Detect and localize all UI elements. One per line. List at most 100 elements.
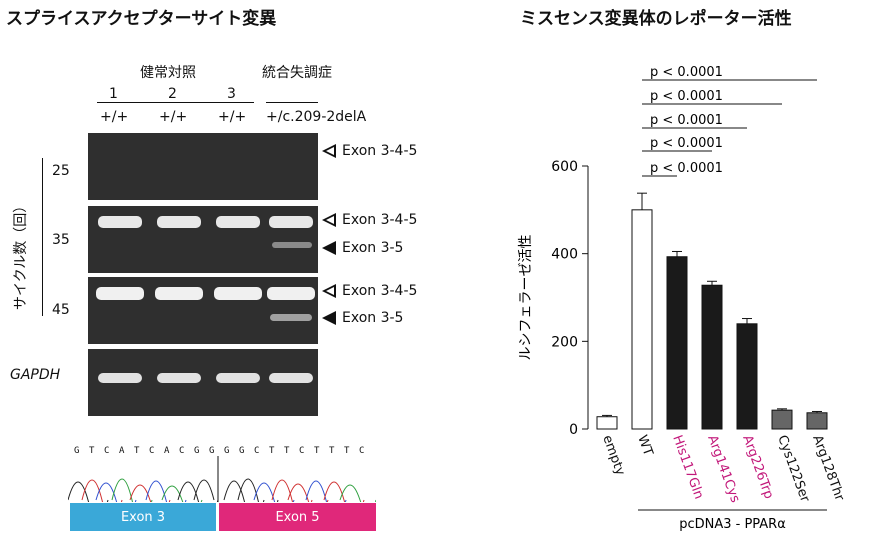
significance-label: p < 0.0001 (650, 161, 723, 176)
sequence-base: T (269, 446, 275, 456)
sequence-base: G (209, 446, 215, 456)
exon5-box: Exon 5 (219, 503, 376, 531)
gel-band (155, 287, 203, 300)
cycle-45: 45 (52, 302, 70, 318)
x-tick-label: Cys122Ser (774, 433, 812, 504)
arrow-exon345-25: Exon 3-4-5 (322, 143, 417, 159)
left-panel-title: スプライスアクセプターサイト変異 (6, 9, 277, 29)
bar-WT (631, 209, 653, 430)
gel-band (157, 373, 201, 383)
gel-45-cycles (88, 277, 318, 344)
sequence-base: T (89, 446, 95, 456)
sequence-base: C (299, 446, 305, 456)
sequence-base: A (119, 446, 125, 456)
cycle-25: 25 (52, 163, 70, 179)
sequence-base: G (239, 446, 245, 456)
bar-Cys122Ser (771, 409, 793, 430)
y-tick-label: 200 (551, 334, 578, 350)
bar-empty (596, 416, 618, 430)
x-tick-label: His117Gln (669, 433, 706, 501)
sequence-base: T (134, 446, 140, 456)
sequence-base: A (164, 446, 170, 456)
significance-label: p < 0.0001 (650, 89, 723, 104)
gel-band (98, 216, 142, 228)
x-tick-label: Arg141Cys (704, 433, 742, 505)
bar-Arg141Cys (701, 284, 723, 430)
gel-band (214, 287, 262, 300)
genotype-lane-2: +/+ (159, 109, 188, 125)
bar-Arg128Thr (806, 412, 828, 430)
gel-band (269, 216, 313, 228)
sequence-base: G (194, 446, 200, 456)
lane-number-1: 1 (109, 86, 118, 102)
group-label: pcDNA3 - PPARα (679, 517, 786, 532)
significance-label: p < 0.0001 (650, 113, 723, 128)
sequence-base: C (254, 446, 260, 456)
y-tick-label: 600 (551, 159, 578, 175)
significance-label: p < 0.0001 (650, 136, 723, 151)
open-triangle-icon (322, 213, 336, 227)
gapdh-label: GAPDH (10, 367, 61, 383)
cycle-axis-label: サイクル数（回） (13, 198, 29, 310)
y-tick-label: 0 (569, 422, 578, 438)
sequence-base: T (284, 446, 290, 456)
genotype-lane-3: +/+ (218, 109, 247, 125)
patient-group-line (266, 102, 318, 103)
y-tick-label: 400 (551, 247, 578, 263)
sequence-base: C (149, 446, 155, 456)
gel-gapdh (88, 349, 318, 416)
open-triangle-icon (322, 284, 336, 298)
sequence-base: C (359, 446, 365, 456)
bar-Arg226Trp (736, 323, 758, 430)
arrow-exon35-35: Exon 3-5 (322, 240, 403, 256)
control-group-label: 健常対照 (140, 65, 196, 81)
right-panel-title: ミスセンス変異体のレポーター活性 (520, 9, 792, 29)
sequence-base: G (74, 446, 80, 456)
sequence-base: T (329, 446, 335, 456)
open-triangle-icon (322, 144, 336, 158)
sequence-base: C (104, 446, 110, 456)
sequence-base: C (179, 446, 185, 456)
gel-35-cycles (88, 206, 318, 273)
filled-triangle-icon (322, 311, 336, 325)
x-tick-label: empty (599, 433, 627, 478)
lane-number-2: 2 (168, 86, 177, 102)
x-tick-label: WT (634, 433, 655, 458)
gel-band (267, 287, 315, 300)
gel-band (269, 373, 313, 383)
gel-band (98, 373, 142, 383)
sequence-base: T (344, 446, 350, 456)
band-label: Exon 3-4-5 (342, 283, 418, 299)
gel-25-cycles (88, 133, 318, 200)
band-label: Exon 3-5 (342, 240, 404, 256)
band-label: Exon 3-4-5 (342, 143, 418, 159)
gel-band (96, 287, 144, 300)
gel-band-faint (270, 314, 312, 321)
genotype-lane-1: +/+ (100, 109, 129, 125)
chromatogram-trace (68, 456, 376, 502)
band-label: Exon 3-5 (342, 310, 404, 326)
patient-group-label: 統合失調症 (262, 65, 332, 81)
x-tick-label: Arg226Trp (739, 433, 776, 501)
filled-triangle-icon (322, 241, 336, 255)
control-group-line (97, 102, 254, 103)
lane-number-3: 3 (227, 86, 236, 102)
genotype-lane-4: +/c.209-2delA (266, 109, 367, 125)
arrow-exon35-45: Exon 3-5 (322, 310, 403, 326)
gel-band (216, 216, 260, 228)
bar-His117Gln (666, 256, 688, 430)
arrow-exon345-35: Exon 3-4-5 (322, 212, 417, 228)
exon3-box: Exon 3 (70, 503, 216, 531)
gel-band (216, 373, 260, 383)
band-label: Exon 3-4-5 (342, 212, 418, 228)
sequence-base: G (224, 446, 230, 456)
gel-band-faint (272, 242, 312, 248)
significance-label: p < 0.0001 (650, 65, 723, 80)
y-axis-label: ルシフェラーゼ活性 (518, 235, 534, 361)
x-tick-label: Arg128Thr (809, 433, 847, 503)
arrow-exon345-45: Exon 3-4-5 (322, 283, 417, 299)
cycle-axis-line (42, 158, 43, 316)
gel-band (157, 216, 201, 228)
reporter-activity-chart: 0 200 400 600 ルシフェラーゼ活性 empty WT His117GlnArg14… (518, 65, 847, 532)
sequence-base: T (314, 446, 320, 456)
